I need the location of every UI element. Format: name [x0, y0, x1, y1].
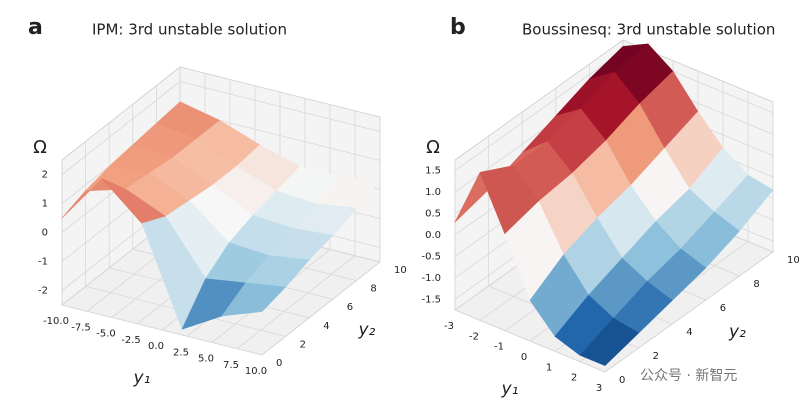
x-tick-label: -7.5 [71, 322, 91, 333]
z-tick-label: -1.5 [421, 294, 441, 305]
grid-line [454, 309, 606, 373]
surface-patch [579, 318, 639, 366]
grid-line [61, 81, 181, 175]
x-tick-label: 3 [596, 383, 602, 394]
x-tick-label: 5.0 [198, 354, 214, 365]
panel-label: b [450, 15, 466, 40]
x-axis-label: y₁ [133, 368, 151, 388]
grid-line [61, 304, 263, 356]
y-tick-label: 2 [653, 351, 659, 362]
surface-patch [221, 282, 286, 317]
z-tick-label: 0 [42, 228, 48, 239]
z-axis-label: Ω [33, 137, 47, 158]
x-tick-label: 7.5 [223, 360, 239, 371]
x-tick-label: -2 [469, 331, 479, 342]
y-axis-label: y₂ [357, 320, 375, 340]
z-tick-label: 2 [42, 170, 48, 181]
x-tick-label: -10.0 [43, 316, 69, 327]
panel-label: a [28, 15, 43, 40]
grid-line [261, 261, 381, 356]
x-tick-label: -5.0 [96, 329, 116, 340]
x-tick-label: -2.5 [121, 335, 141, 346]
y-tick-label: 10 [394, 265, 407, 276]
z-tick-label: 1.5 [425, 166, 441, 177]
chart-title: IPM: 3rd unstable solution [92, 21, 287, 39]
x-tick-label: 2.5 [173, 347, 189, 358]
y-tick-label: 6 [347, 302, 353, 313]
y-tick-label: 4 [686, 327, 692, 338]
x-tick-label: 10.0 [245, 366, 267, 377]
z-tick-label: -0.5 [421, 251, 441, 262]
z-tick-label: 0.0 [425, 230, 441, 241]
z-tick-label: -1 [38, 257, 48, 268]
z-axis-label: Ω [426, 137, 440, 158]
y-tick-label: 4 [323, 321, 329, 332]
x-tick-label: 1 [546, 362, 552, 373]
z-tick-label: 0.5 [425, 209, 441, 220]
y-tick-label: 0 [276, 358, 282, 369]
z-tick-label: 1.0 [425, 187, 441, 198]
chart-title: Boussinesq: 3rd unstable solution [522, 21, 775, 39]
y-tick-label: 6 [720, 303, 726, 314]
x-tick-label: -1 [494, 342, 504, 353]
y-tick-label: 8 [370, 284, 376, 295]
y-tick-label: 2 [300, 339, 306, 350]
grid-line [236, 255, 356, 350]
x-tick-label: -3 [444, 321, 454, 332]
grid-line [604, 251, 774, 373]
y-axis-label: y₂ [728, 322, 746, 342]
y-tick-label: 0 [619, 375, 625, 386]
x-axis-label: y₁ [501, 379, 519, 399]
watermark: 公众号 · 新智元 [640, 368, 737, 384]
x-tick-label: 0.0 [148, 341, 164, 352]
z-tick-label: 1 [42, 199, 48, 210]
x-tick-label: 0 [521, 352, 527, 363]
z-tick-label: -2 [38, 286, 48, 297]
y-tick-label: 8 [753, 279, 759, 290]
z-tick-label: -1.0 [421, 273, 441, 284]
grid-line [454, 50, 624, 172]
x-tick-label: 2 [571, 373, 577, 384]
y-tick-label: 10 [787, 255, 800, 266]
